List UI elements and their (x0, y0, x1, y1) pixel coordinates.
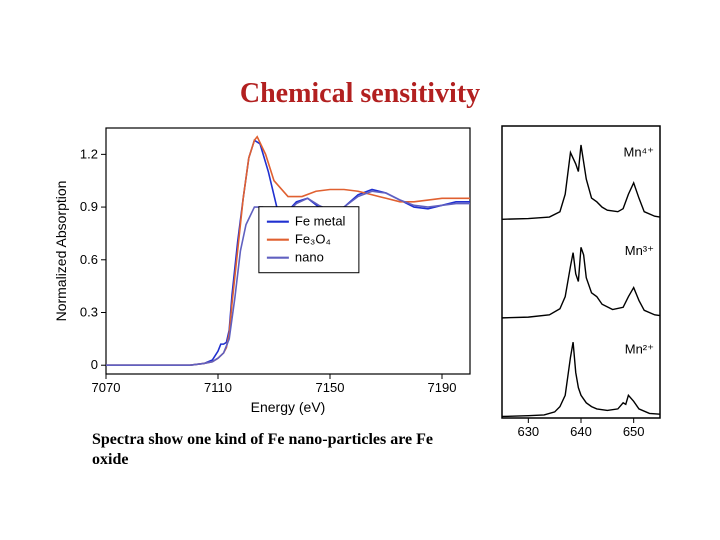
svg-text:7190: 7190 (428, 380, 457, 395)
svg-text:7070: 7070 (92, 380, 121, 395)
svg-text:Normalized Absorption: Normalized Absorption (53, 181, 69, 322)
svg-text:1.2: 1.2 (80, 146, 98, 161)
svg-text:7110: 7110 (204, 380, 232, 395)
svg-text:nano: nano (295, 250, 324, 265)
page-title: Chemical sensitivity (0, 78, 720, 110)
slide: Chemical sensitivity 0 0.3 0.6 0.9 1.2 7070 71… (0, 0, 720, 540)
svg-text:Mn⁴⁺: Mn⁴⁺ (623, 144, 654, 159)
svg-text:650: 650 (623, 424, 645, 439)
svg-text:0: 0 (91, 357, 98, 372)
svg-text:Mn³⁺: Mn³⁺ (625, 243, 654, 258)
right-mn-chart: 630 640 650 Mn⁴⁺ Mn³⁺ Mn²⁺ (490, 118, 668, 444)
svg-text:640: 640 (570, 424, 592, 439)
svg-text:0.9: 0.9 (80, 199, 98, 214)
svg-text:0.6: 0.6 (80, 252, 98, 267)
svg-text:7150: 7150 (316, 380, 345, 395)
svg-text:Mn²⁺: Mn²⁺ (625, 342, 654, 357)
svg-text:Energy (eV): Energy (eV) (251, 399, 326, 415)
svg-text:0.3: 0.3 (80, 305, 98, 320)
svg-text:Fe metal: Fe metal (295, 214, 346, 229)
caption-text: Spectra show one kind of Fe nano-particl… (92, 430, 452, 470)
left-absorption-chart: 0 0.3 0.6 0.9 1.2 7070 7110 7150 7190 Energy (eV)… (50, 118, 480, 418)
svg-text:Fe₃O₄: Fe₃O₄ (295, 232, 331, 247)
svg-text:630: 630 (517, 424, 539, 439)
